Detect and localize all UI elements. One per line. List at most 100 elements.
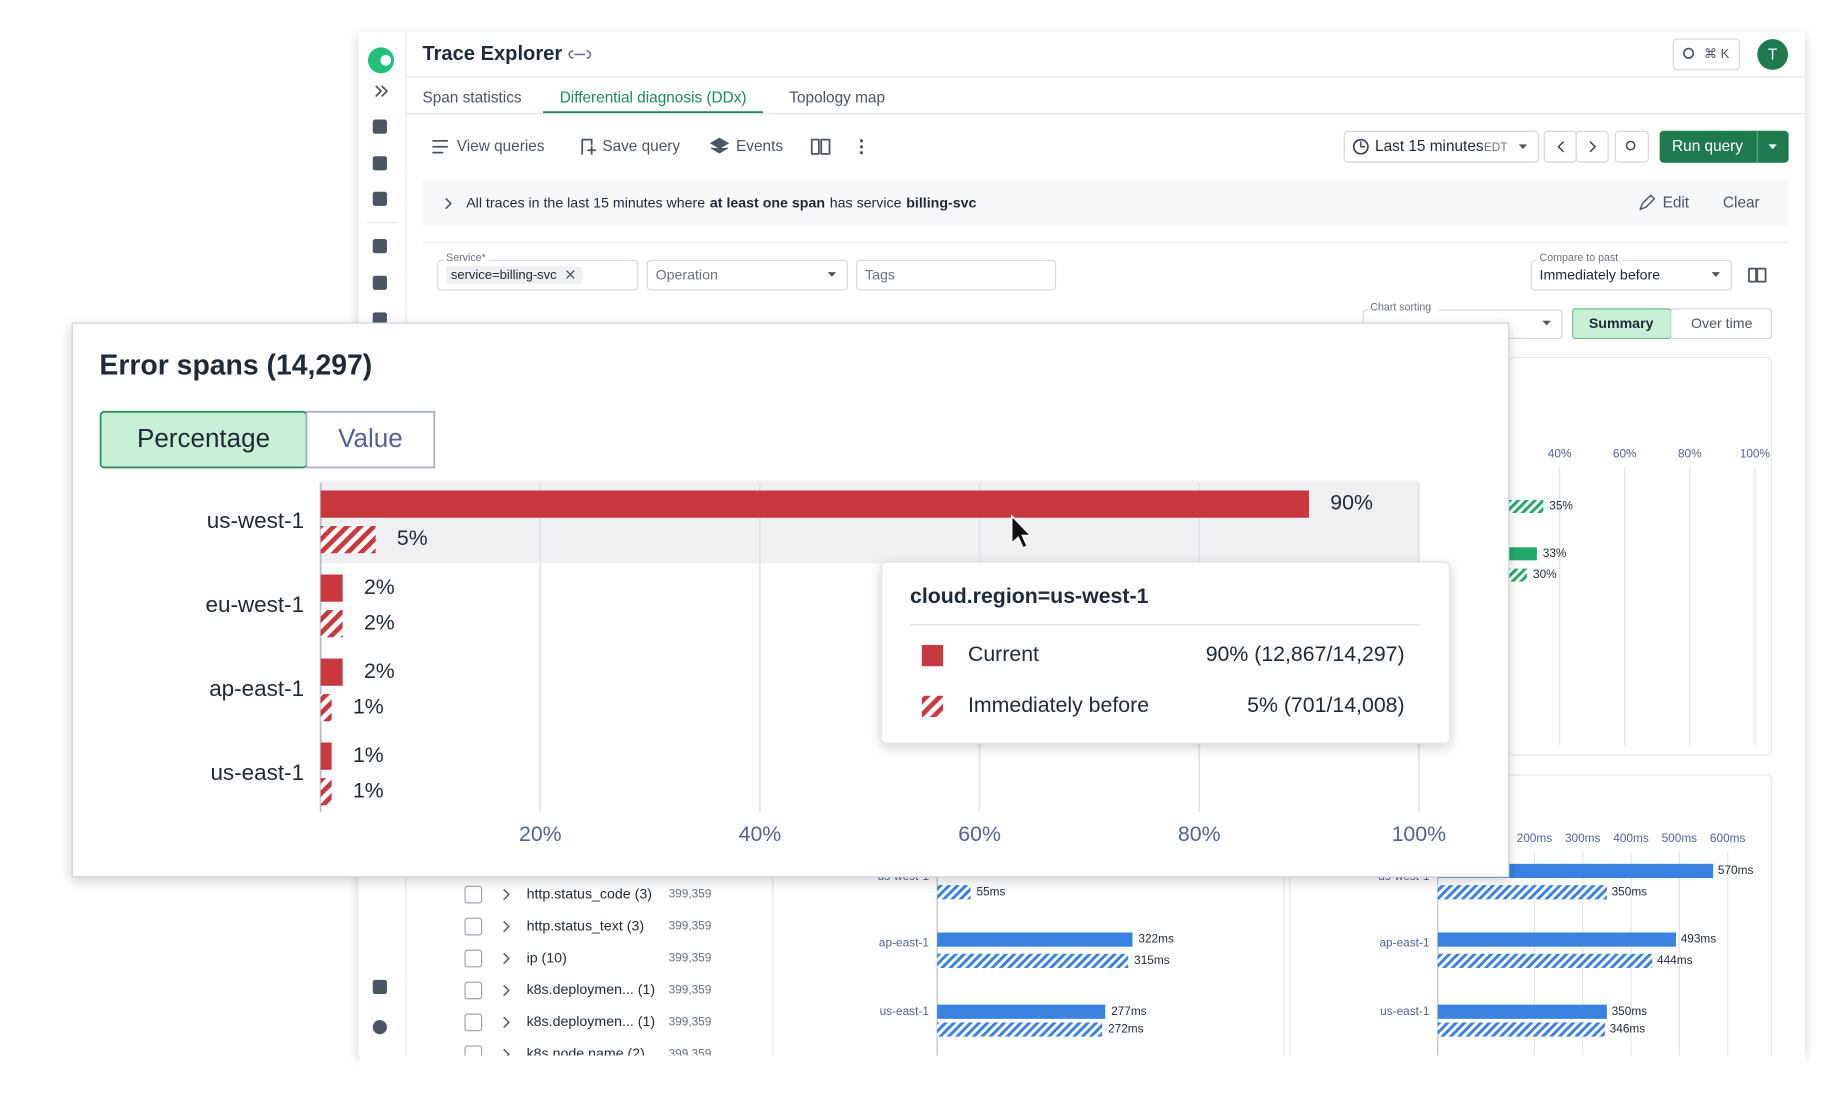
caret	[1711, 272, 1720, 277]
query-bar	[422, 179, 1789, 227]
category-label: ap-east-1	[1379, 935, 1429, 949]
mouse-cursor	[1011, 514, 1033, 549]
run-query: Run query	[1672, 138, 1743, 155]
search-button[interactable]	[1672, 38, 1741, 71]
bar	[1437, 932, 1676, 947]
attribute-expand	[503, 921, 510, 933]
bar	[937, 932, 1133, 947]
sidebar-icon[interactable]	[372, 239, 387, 254]
attribute-name[interactable]: http.status_text (3)	[527, 918, 645, 934]
caret	[1518, 144, 1528, 150]
bar	[937, 1022, 1103, 1037]
zoom-icon	[1625, 140, 1636, 151]
edit[interactable]: Edit	[1663, 195, 1690, 212]
x-tick-label: 40%	[1548, 447, 1572, 461]
save-icon	[581, 138, 597, 155]
time-range: Last 15 minutes	[1375, 138, 1484, 155]
expand-icon	[375, 85, 388, 97]
value-label: 1%	[353, 778, 384, 802]
tags-field[interactable]	[856, 259, 1057, 291]
toggle-button[interactable]	[305, 410, 436, 469]
bar	[320, 694, 332, 722]
run-query-button[interactable]	[1659, 130, 1789, 163]
clock-icon	[1352, 138, 1369, 155]
clear[interactable]: Clear	[1723, 195, 1760, 212]
chevron	[1557, 141, 1564, 153]
events-icon	[709, 137, 730, 154]
save-query[interactable]: Save query	[602, 138, 680, 155]
bar	[937, 1004, 1106, 1019]
attribute-count: 399,359	[669, 951, 712, 965]
tooltip-title: cloud.region=us-west-1	[910, 584, 1149, 608]
summary-label: Summary	[1589, 316, 1654, 332]
zoom-button[interactable]	[1614, 130, 1649, 163]
chevron	[1589, 141, 1596, 153]
tooltip-value: 5% (701/14,008)	[1247, 693, 1404, 717]
avatar-letter: T	[1768, 47, 1778, 64]
attribute-checkbox[interactable]	[464, 885, 483, 904]
attribute-name[interactable]: k8s.deploymen... (1)	[527, 1014, 656, 1030]
tooltip: cloud.region=us-west-1 Current 90% (12,867…	[880, 561, 1451, 744]
events[interactable]: Events	[736, 138, 783, 155]
search-glass	[1683, 47, 1695, 59]
attribute-count: 399,359	[669, 887, 712, 901]
sidebar-icon[interactable]	[372, 275, 387, 290]
value-label: 346ms	[1610, 1022, 1646, 1036]
tooltip-frame	[880, 561, 1451, 744]
operation-field[interactable]	[646, 259, 848, 291]
attribute-name[interactable]: http.status_code (3)	[527, 886, 652, 902]
service-chip	[446, 266, 583, 285]
sidebar-icon[interactable]	[372, 156, 387, 171]
tab[interactable]: Topology map	[789, 89, 885, 106]
menu-dot	[859, 145, 864, 149]
x-tick-label: 600ms	[1710, 831, 1746, 845]
bar	[320, 610, 343, 638]
query-text: All traces in the last 15 minutes where a…	[466, 195, 976, 211]
value-label: 350ms	[1612, 884, 1648, 898]
value-label: 350ms	[1612, 1004, 1648, 1018]
tab[interactable]: Span statistics	[422, 89, 521, 106]
attribute-checkbox[interactable]	[464, 981, 483, 1000]
nav-button[interactable]	[1543, 130, 1577, 163]
category-label: eu-west-1	[205, 592, 304, 617]
tab[interactable]: Differential diagnosis (DDx)	[560, 89, 747, 106]
x-tick-label: 500ms	[1662, 831, 1698, 845]
time-picker[interactable]	[1343, 130, 1539, 163]
value-label: 90%	[1330, 491, 1373, 515]
tags-placeholder: Tags	[865, 267, 895, 283]
operation-placeholder: Operation	[656, 267, 718, 283]
sidebar-icon[interactable]	[372, 1020, 387, 1035]
sidebar-icon[interactable]	[372, 979, 387, 995]
attribute-name[interactable]: ip (10)	[527, 950, 567, 966]
query-part: All traces in the last 15 minutes where	[466, 195, 705, 211]
compare-field[interactable]	[1530, 259, 1732, 291]
app-title: Trace Explorer	[422, 43, 562, 65]
attribute-expand	[503, 953, 510, 964]
bar	[320, 490, 1310, 518]
attribute-count: 399,359	[669, 919, 712, 933]
attribute-checkbox[interactable]	[464, 949, 483, 968]
tooltip-series: Immediately before	[968, 693, 1149, 717]
attribute-count: 399,359	[669, 983, 712, 997]
view-queries[interactable]: View queries	[457, 138, 545, 155]
attribute-checkbox[interactable]	[464, 917, 483, 936]
attribute-checkbox[interactable]	[464, 1013, 483, 1032]
value-label: 444ms	[1657, 953, 1693, 967]
toggle-label: Value	[338, 423, 403, 453]
compare-value: Immediately before	[1540, 267, 1661, 283]
nav-button[interactable]	[1575, 130, 1609, 163]
avatar[interactable]	[1757, 39, 1789, 70]
over-time-button[interactable]	[1670, 308, 1773, 340]
value-label: 1%	[353, 743, 384, 767]
menu-dot	[859, 151, 864, 155]
logo-cut	[380, 55, 392, 66]
x-tick-label: 400ms	[1613, 831, 1649, 845]
compare-label: Compare to past	[1540, 252, 1619, 264]
sidebar-icon[interactable]	[372, 191, 387, 206]
over-time-label: Over time	[1691, 316, 1753, 332]
tooltip-series: Current	[968, 642, 1039, 666]
link-icon	[568, 50, 592, 59]
sidebar-icon[interactable]	[372, 119, 387, 134]
attribute-name[interactable]: k8s.deploymen... (1)	[527, 982, 656, 998]
